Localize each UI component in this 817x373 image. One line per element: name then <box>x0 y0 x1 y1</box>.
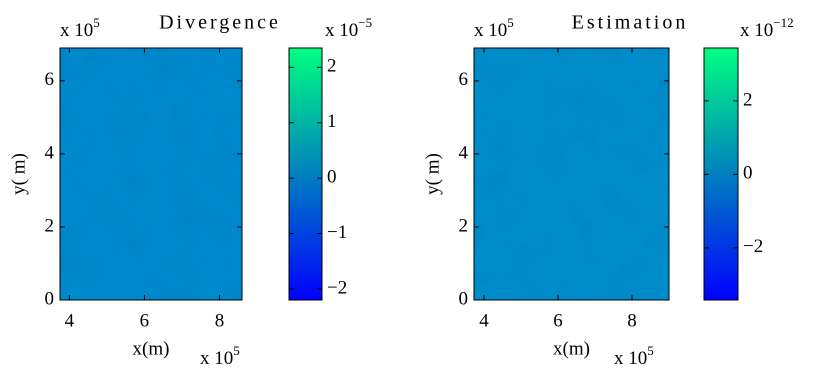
chart-title: Estimation <box>572 12 689 34</box>
colorbar-tick-label: −1 <box>327 222 347 243</box>
colorbar-multiplier-base: x 10 <box>325 20 358 41</box>
y-multiplier-exponent: 5 <box>507 15 514 30</box>
colorbar-tick-label: −2 <box>327 277 347 298</box>
colorbar-tick-label: 1 <box>327 111 337 132</box>
x-multiplier-exponent: 5 <box>647 343 654 358</box>
colorbar-multiplier-exponent: −12 <box>773 15 793 30</box>
heatmap-texture <box>474 48 669 300</box>
x-multiplier-exponent: 5 <box>233 343 240 358</box>
colorbar-multiplier: x 10−12 <box>740 15 794 41</box>
y-multiplier-exponent: 5 <box>93 15 100 30</box>
axes-frame <box>473 47 670 301</box>
y-axis-label: y( m) <box>422 153 443 195</box>
x-tick-label: 4 <box>65 310 75 331</box>
x-multiplier: x 105 <box>200 343 240 369</box>
colorbar-multiplier: x 10−5 <box>325 15 372 41</box>
colorbar-tick-label: 0 <box>327 167 337 188</box>
chart-title: Divergence <box>159 12 281 34</box>
x-tick-label: 8 <box>215 310 225 331</box>
y-multiplier-base: x 10 <box>474 20 507 41</box>
x-axis-label: x(m) <box>553 338 590 359</box>
colorbar-multiplier-exponent: −5 <box>358 15 372 30</box>
colorbar-tick-label: −2 <box>743 236 763 257</box>
colorbar-multiplier-base: x 10 <box>740 20 773 41</box>
x-multiplier-base: x 10 <box>200 348 233 369</box>
x-multiplier-base: x 10 <box>614 348 647 369</box>
x-tick-label: 6 <box>553 310 563 331</box>
y-tick-label: 0 <box>45 288 55 309</box>
y-tick-label: 4 <box>45 142 55 163</box>
x-multiplier: x 105 <box>614 343 654 369</box>
y-axis-label: y( m) <box>8 153 29 195</box>
y-multiplier: x 105 <box>474 15 514 41</box>
y-tick-label: 2 <box>459 215 469 236</box>
colorbar <box>703 47 739 301</box>
y-multiplier: x 105 <box>60 15 100 41</box>
colorbar-tick-label: 2 <box>327 56 337 77</box>
x-tick-label: 8 <box>627 310 637 331</box>
axes-frame <box>59 47 243 301</box>
y-tick-label: 6 <box>459 69 469 90</box>
colorbar <box>288 47 323 301</box>
colorbar-tick-label: 0 <box>743 163 753 184</box>
heatmap-texture <box>60 48 242 300</box>
x-axis-label: x(m) <box>133 338 170 359</box>
y-multiplier-base: x 10 <box>60 20 93 41</box>
colorbar-tick-label: 2 <box>743 89 753 110</box>
y-tick-label: 0 <box>459 288 469 309</box>
y-tick-label: 6 <box>45 69 55 90</box>
y-tick-label: 4 <box>459 142 469 163</box>
y-tick-label: 2 <box>45 215 55 236</box>
x-tick-label: 4 <box>479 310 489 331</box>
x-tick-label: 6 <box>140 310 150 331</box>
